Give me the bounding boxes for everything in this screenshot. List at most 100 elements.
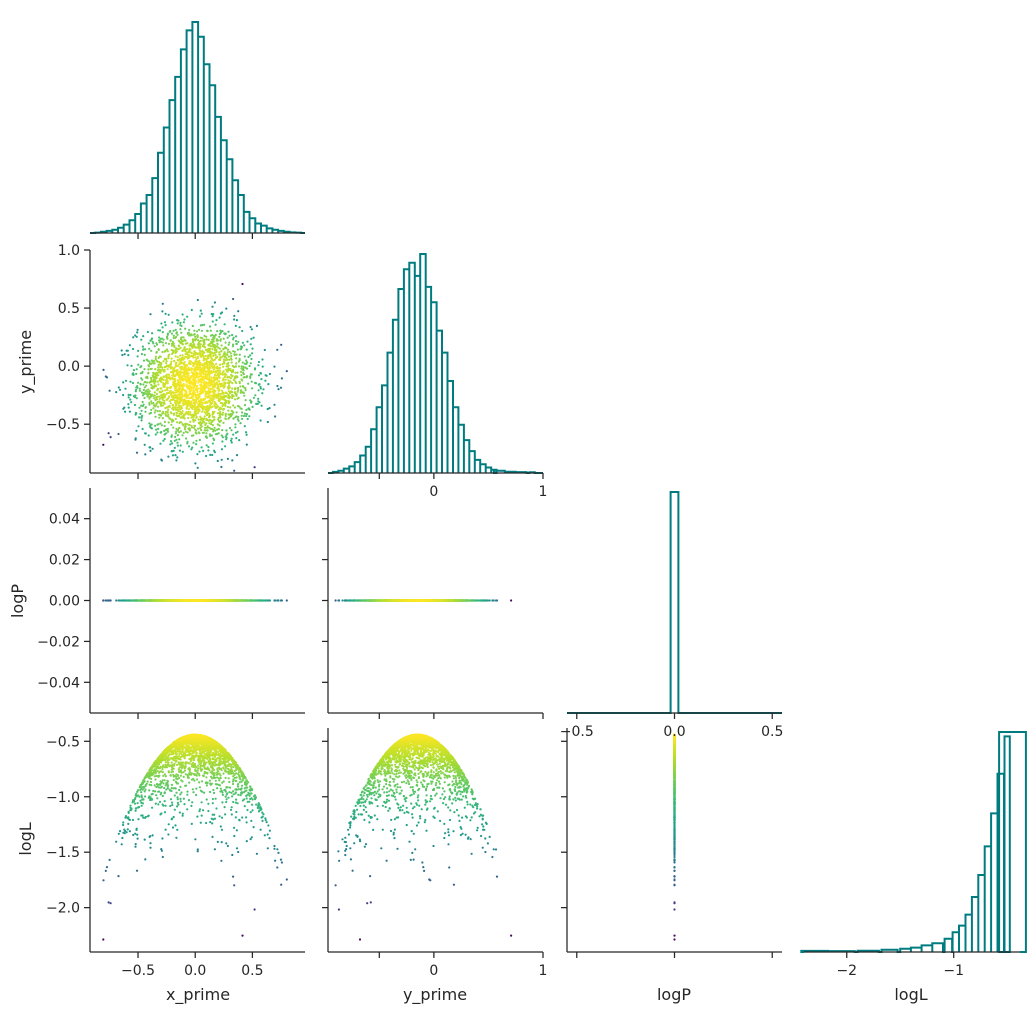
scatter-point	[181, 354, 184, 357]
scatter-point	[256, 402, 259, 405]
scatter-point	[102, 938, 105, 941]
scatter-point	[157, 329, 160, 332]
scatter-point	[222, 766, 225, 769]
scatter-point	[208, 433, 212, 436]
scatter-point	[184, 339, 187, 342]
scatter-point	[230, 806, 233, 809]
scatter-point	[259, 419, 262, 422]
scatter-point	[161, 341, 164, 344]
scatter-point	[135, 412, 138, 415]
scatter-point	[197, 431, 200, 434]
scatter-point	[215, 319, 218, 322]
scatter-point	[174, 435, 177, 438]
scatter-point	[237, 388, 240, 392]
scatter-point	[178, 449, 181, 452]
scatter-point	[142, 383, 145, 386]
scatter-point	[211, 320, 214, 323]
scatter-point	[226, 336, 229, 339]
scatter-point	[169, 417, 172, 420]
scatter-point	[225, 798, 228, 801]
scatter-point	[238, 365, 241, 368]
scatter-point	[132, 336, 135, 339]
scatter-point	[227, 409, 230, 412]
scatter-point	[124, 410, 127, 413]
scatter-point	[167, 455, 170, 458]
scatter-point	[250, 819, 253, 823]
scatter-point	[215, 750, 218, 753]
scatter-point	[224, 391, 227, 394]
scatter-point	[194, 339, 197, 342]
scatter-point	[235, 319, 238, 322]
scatter-point	[205, 435, 208, 438]
scatter-point	[171, 442, 174, 445]
scatter-point	[235, 788, 238, 791]
scatter-point	[171, 817, 174, 820]
scatter-point	[212, 428, 215, 432]
scatter-point	[144, 858, 147, 861]
scatter-point	[173, 406, 176, 409]
scatter-point	[142, 816, 145, 819]
scatter-point	[226, 792, 229, 795]
scatter-point	[172, 815, 175, 819]
scatter-point	[195, 415, 198, 418]
scatter-point	[209, 329, 212, 332]
scatter-point	[211, 366, 214, 369]
scatter-point	[169, 440, 173, 443]
scatter-point	[174, 355, 177, 358]
scatter-point	[170, 423, 173, 426]
scatter-point	[157, 405, 160, 408]
scatter-point	[167, 413, 170, 416]
scatter-point	[192, 364, 195, 368]
scatter-point	[255, 402, 258, 405]
scatter-point	[167, 355, 170, 358]
scatter-point	[171, 826, 175, 829]
scatter-point	[235, 353, 238, 356]
scatter-point	[167, 357, 170, 360]
scatter-point	[237, 788, 240, 791]
scatter-point	[203, 323, 206, 326]
scatter-point	[241, 784, 244, 787]
scatter-point	[154, 384, 157, 387]
scatter-point	[147, 814, 150, 817]
scatter-point	[184, 425, 187, 428]
scatter-point	[225, 307, 228, 310]
scatter-point	[156, 410, 159, 413]
scatter-point	[193, 424, 196, 427]
scatter-point	[238, 380, 241, 383]
scatter-point	[237, 783, 240, 786]
scatter-point	[215, 807, 218, 810]
scatter-point	[240, 791, 243, 794]
scatter-point	[241, 341, 244, 344]
scatter-point	[195, 787, 198, 790]
scatter-point	[178, 426, 181, 429]
scatter-point	[144, 453, 147, 456]
scatter-point	[166, 389, 169, 392]
scatter-point	[186, 440, 189, 443]
scatter-point	[257, 389, 260, 392]
scatter-point	[134, 334, 137, 337]
scatter-point	[248, 415, 251, 418]
scatter-point	[156, 769, 159, 773]
scatter-point	[202, 449, 205, 452]
scatter-point	[222, 348, 225, 351]
scatter-point	[219, 385, 222, 388]
scatter-point	[199, 415, 202, 418]
scatter-point	[171, 763, 174, 767]
scatter-point	[203, 770, 206, 774]
scatter-point	[223, 358, 226, 361]
scatter-point	[157, 383, 160, 386]
scatter-point	[210, 761, 213, 764]
scatter-point	[184, 761, 187, 764]
scatter-point	[126, 828, 129, 831]
scatter-point	[205, 784, 208, 787]
scatter-point	[245, 413, 248, 416]
scatter-point	[136, 837, 139, 840]
histogram-x_prime-hist	[90, 21, 305, 234]
scatter-point	[148, 789, 151, 792]
scatter-point	[144, 380, 147, 384]
scatter-point	[252, 396, 255, 399]
scatter-point	[231, 333, 234, 337]
scatter-point	[136, 386, 139, 389]
scatter-point	[201, 774, 205, 777]
scatter-point	[158, 800, 162, 804]
